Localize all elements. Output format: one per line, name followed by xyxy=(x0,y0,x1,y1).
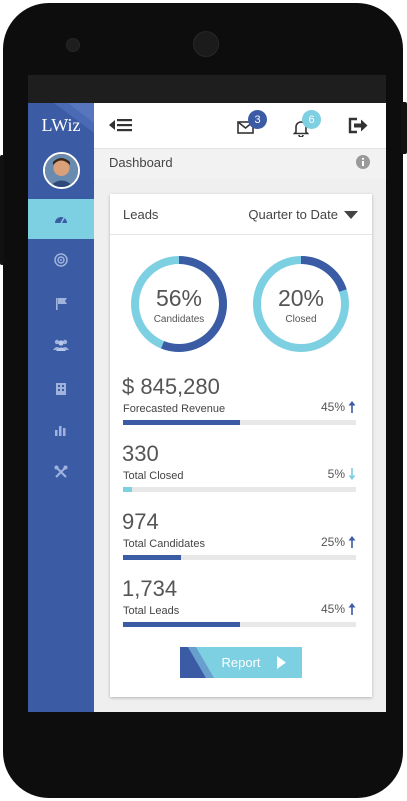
donut-label: Closed xyxy=(285,314,317,325)
logo-decoration xyxy=(54,103,94,133)
metric-value: $ 845,280 xyxy=(122,374,220,399)
progress-fill xyxy=(123,555,182,560)
donut-closed: 20% Closed xyxy=(252,255,350,353)
metric-label: Total Closed xyxy=(123,470,184,482)
progress-track xyxy=(123,487,356,492)
metric-percent: 45% xyxy=(321,602,356,616)
building-icon xyxy=(56,382,66,395)
donut-percent: 56% xyxy=(155,285,203,311)
notifications-badge: 6 xyxy=(302,110,321,129)
menu-collapse-icon[interactable] xyxy=(109,117,133,133)
donut-percent: 20% xyxy=(277,285,325,311)
metric-percent: 25% xyxy=(321,535,356,549)
metric-value: 974 xyxy=(122,509,159,534)
top-bar: 3 6 xyxy=(94,103,386,149)
sidebar-item-reports[interactable] xyxy=(28,410,94,450)
bar-chart-icon xyxy=(55,426,66,436)
report-button[interactable]: Report xyxy=(180,647,302,678)
metric-percent: 45% xyxy=(321,400,356,414)
info-icon[interactable] xyxy=(356,155,370,169)
dashboard-icon xyxy=(55,217,67,224)
screen: LWiz xyxy=(28,75,386,712)
sidebar-item-users[interactable] xyxy=(28,325,94,365)
front-camera xyxy=(66,38,80,52)
period-label: Quarter to Date xyxy=(248,207,338,222)
progress-fill xyxy=(123,420,240,425)
flag-icon xyxy=(55,297,67,310)
metric-percent: 5% xyxy=(328,467,356,481)
report-button-decoration xyxy=(180,647,214,678)
card-title: Leads xyxy=(123,207,159,222)
sidebar-item-buildings[interactable] xyxy=(28,368,94,408)
sidebar-item-targets[interactable] xyxy=(28,240,94,280)
earpiece-speaker xyxy=(193,31,219,57)
sidebar: LWiz xyxy=(28,103,94,712)
tools-icon xyxy=(54,465,68,478)
trend-arrow-head xyxy=(348,475,356,480)
donut-candidates: 56% Candidates xyxy=(130,255,228,353)
metric-label: Forecasted Revenue xyxy=(123,403,226,415)
progress-fill xyxy=(123,487,133,492)
metric-label: Total Candidates xyxy=(123,538,205,550)
progress-track xyxy=(123,420,356,425)
trend-arrow-head xyxy=(348,603,356,608)
progress-fill xyxy=(123,622,240,627)
page-title: Dashboard xyxy=(109,155,173,170)
card-header: Leads Quarter to Date xyxy=(110,194,372,235)
users-icon xyxy=(53,339,69,351)
phone-frame: LWiz xyxy=(3,3,403,798)
sidebar-item-flags[interactable] xyxy=(28,283,94,323)
arrow-up-icon xyxy=(348,401,356,413)
metric-percent-value: 5% xyxy=(327,467,345,481)
app-logo: LWiz xyxy=(41,115,81,135)
play-arrow-icon xyxy=(277,656,286,669)
progress-track xyxy=(123,622,356,627)
sidebar-item-dashboard[interactable] xyxy=(28,199,94,239)
mail-badge: 3 xyxy=(248,110,267,129)
metric-percent-value: 25% xyxy=(320,535,345,549)
target-icon xyxy=(54,253,68,267)
progress-track xyxy=(123,555,356,560)
sidebar-item-settings[interactable] xyxy=(28,452,94,492)
arrow-up-icon xyxy=(348,603,356,615)
chevron-down-icon xyxy=(344,210,358,219)
metric-label: Total Leads xyxy=(123,605,180,617)
arrow-up-icon xyxy=(348,536,356,548)
leads-card: Leads Quarter to Date 56% Candidates xyxy=(110,194,372,697)
donut-chart xyxy=(131,256,227,352)
metric-percent-value: 45% xyxy=(320,400,345,414)
avatar[interactable] xyxy=(43,152,80,189)
logout-icon[interactable] xyxy=(348,117,368,134)
volume-button xyxy=(0,155,4,265)
metric-value: 1,734 xyxy=(122,576,178,601)
donut-label: Candidates xyxy=(153,314,205,325)
metric-percent-value: 45% xyxy=(320,602,345,616)
report-button-label: Report xyxy=(221,655,261,670)
status-bar xyxy=(28,75,386,103)
power-button xyxy=(401,102,407,154)
breadcrumb: Dashboard xyxy=(94,149,386,179)
donut-chart xyxy=(253,256,349,352)
arrow-down-icon xyxy=(348,468,356,480)
period-dropdown[interactable]: Quarter to Date xyxy=(248,207,358,222)
trend-arrow-head xyxy=(348,536,356,541)
metric-value: 330 xyxy=(122,441,159,466)
trend-arrow-head xyxy=(348,401,356,406)
